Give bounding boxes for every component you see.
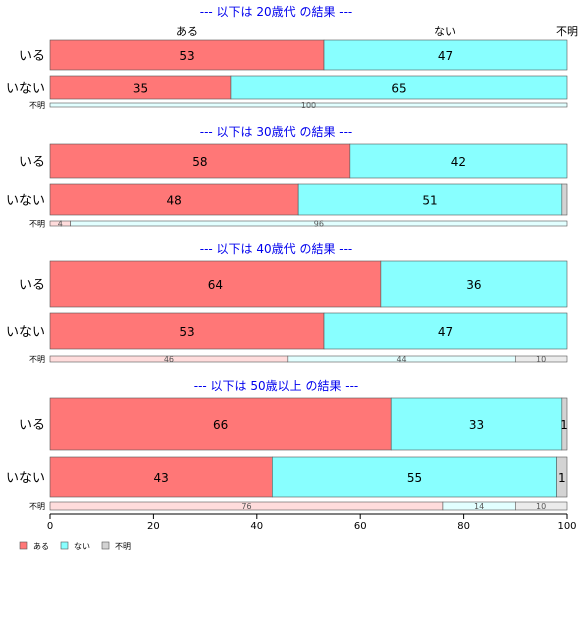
bar-segment — [556, 456, 568, 498]
data-label: 48 — [166, 194, 181, 208]
data-label: 66 — [213, 418, 228, 432]
data-label: 100 — [301, 101, 316, 110]
data-label: 53 — [179, 325, 194, 339]
panel-title: --- 以下は 20歳代 の結果 --- — [200, 5, 353, 19]
legend-swatch — [101, 541, 110, 550]
row-label: いない — [6, 471, 45, 486]
data-label: 51 — [422, 194, 437, 208]
data-label: 35 — [133, 82, 148, 96]
bar-segment — [49, 397, 392, 451]
legend-swatch — [60, 541, 69, 550]
row-label: いない — [6, 194, 45, 209]
data-label: 1 — [560, 418, 568, 432]
data-label: 36 — [466, 278, 481, 292]
legend-label: ある — [33, 542, 49, 551]
x-tick-label: 40 — [250, 521, 263, 532]
data-label: 76 — [241, 502, 251, 511]
row-label: いる — [19, 49, 45, 64]
panel-title: --- 以下は 50歳以上 の結果 --- — [194, 379, 359, 393]
bar-segment — [514, 355, 568, 363]
bar-segment — [561, 397, 568, 451]
row-label: 不明 — [29, 220, 45, 229]
bar-segment — [49, 260, 382, 308]
data-label: 64 — [208, 278, 223, 292]
category-header-label: ある — [176, 25, 198, 38]
data-label: 65 — [391, 82, 406, 96]
row-label: 不明 — [29, 502, 45, 511]
bar-segment — [323, 39, 568, 71]
data-label: 55 — [407, 471, 422, 485]
bar-segment — [49, 456, 273, 498]
legend-label: 不明 — [115, 542, 131, 551]
x-tick-label: 60 — [354, 521, 367, 532]
data-label: 53 — [179, 49, 194, 63]
x-tick-label: 20 — [147, 521, 160, 532]
bar-segment — [380, 260, 568, 308]
data-label: 58 — [192, 155, 207, 169]
panel: --- 以下は 40歳代 の結果 --- いる 64 36 いない 53 47 不明 46 44 1… — [6, 242, 568, 364]
bar-segment — [390, 397, 563, 451]
x-tick-label: 100 — [557, 521, 576, 532]
bar-segment — [514, 501, 568, 511]
bar-segment — [561, 183, 568, 216]
data-label: 47 — [438, 49, 453, 63]
data-label: 10 — [536, 502, 546, 511]
data-label: 14 — [474, 502, 484, 511]
x-tick-label: 0 — [47, 521, 53, 532]
bar-segment — [230, 75, 568, 100]
panel-title: --- 以下は 30歳代 の結果 --- — [200, 125, 353, 139]
row-label: 不明 — [29, 355, 45, 364]
legend: ある ない 不明 — [19, 541, 131, 551]
bar-segment — [49, 312, 325, 350]
data-label: 42 — [451, 155, 466, 169]
panel: --- 以下は 30歳代 の結果 --- いる 58 42 いない 48 51 不明 4 96 — [6, 125, 568, 229]
row-label: いない — [6, 82, 45, 97]
row-label: いる — [19, 418, 45, 433]
legend-swatch — [19, 541, 28, 550]
data-label: 1 — [558, 471, 566, 485]
row-label: いる — [19, 155, 45, 170]
bar-segment — [70, 220, 568, 227]
category-header-label: 不明 — [556, 25, 578, 38]
panel-title: --- 以下は 40歳代 の結果 --- — [200, 242, 353, 256]
bar-segment — [49, 102, 568, 108]
data-label: 4 — [58, 220, 63, 229]
row-label: いない — [6, 325, 45, 340]
bar-segment — [49, 143, 351, 179]
bar-segment — [49, 183, 299, 216]
category-header-label: ない — [434, 25, 456, 38]
bar-segment — [49, 39, 325, 71]
data-label: 33 — [469, 418, 484, 432]
bar-segment — [349, 143, 568, 179]
data-label: 46 — [164, 355, 174, 364]
bar-segment — [297, 183, 563, 216]
row-label: 不明 — [29, 101, 45, 110]
data-label: 96 — [314, 220, 324, 229]
data-label: 44 — [396, 355, 406, 364]
data-label: 10 — [536, 355, 546, 364]
data-label: 43 — [154, 471, 169, 485]
panel: --- 以下は 20歳代 の結果 --- いる 53 47 いない 35 65 不明 100 — [6, 5, 568, 110]
legend-label: ない — [74, 542, 90, 551]
bar-segment — [323, 312, 568, 350]
x-tick-label: 80 — [457, 521, 470, 532]
data-label: 47 — [438, 325, 453, 339]
panel: --- 以下は 50歳以上 の結果 --- いる 66 33 1 いない 43 55 1 不明 76… — [6, 379, 568, 511]
row-label: いる — [19, 278, 45, 293]
bar-segment — [272, 456, 557, 498]
